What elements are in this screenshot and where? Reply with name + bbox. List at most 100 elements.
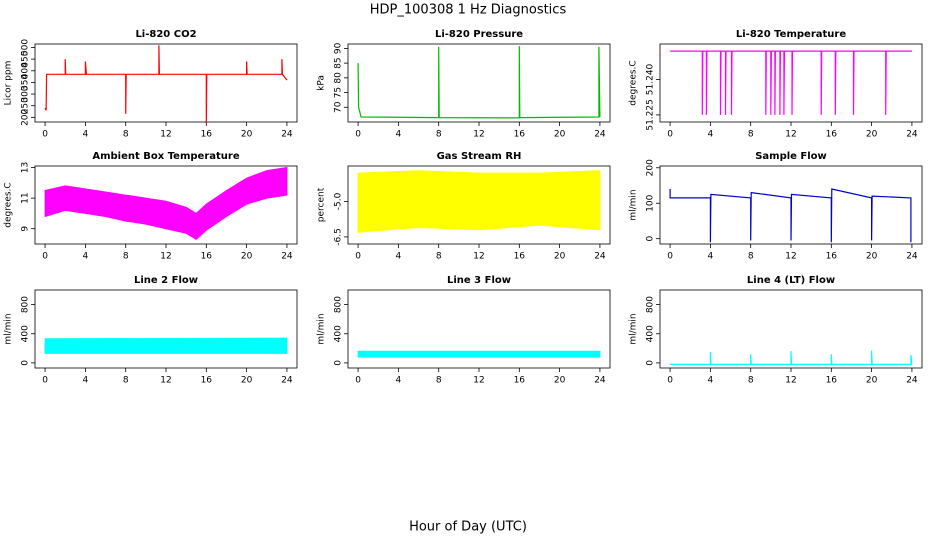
y-tick-label: 450 xyxy=(21,50,31,67)
x-tick-label: 12 xyxy=(160,376,171,386)
x-tick-label: 0 xyxy=(42,130,48,140)
x-tick-label: 8 xyxy=(748,130,754,140)
x-tick-label: 12 xyxy=(785,252,796,262)
y-tick-label: 100 xyxy=(646,194,656,211)
x-tick-label: 24 xyxy=(594,130,606,140)
x-tick-label: 20 xyxy=(554,252,566,262)
x-tick-label: 8 xyxy=(436,376,442,386)
x-tick-label: 0 xyxy=(667,252,673,262)
y-tick-label: 75 xyxy=(334,87,344,98)
x-tick-label: 16 xyxy=(201,376,213,386)
y-tick-label: 70 xyxy=(334,101,344,113)
y-tick-label: -5.0 xyxy=(334,192,344,210)
y-axis-label: ml/min xyxy=(629,313,639,344)
panel-title: Line 4 (LT) Flow xyxy=(747,275,835,286)
y-tick-label: 11 xyxy=(21,192,31,203)
panel-title: Gas Stream RH xyxy=(437,151,522,162)
x-tick-label: 4 xyxy=(708,376,714,386)
y-tick-label: 0 xyxy=(334,360,344,366)
plot-box xyxy=(34,289,298,369)
x-tick-label: 12 xyxy=(160,252,171,262)
panel-title: Sample Flow xyxy=(755,151,827,162)
y-tick-label: -6.5 xyxy=(334,228,344,246)
x-tick-label: 0 xyxy=(667,376,673,386)
x-tick-label: 8 xyxy=(436,252,442,262)
x-tick-label: 20 xyxy=(866,376,878,386)
x-tick-label: 24 xyxy=(594,252,606,262)
x-tick-label: 0 xyxy=(355,376,361,386)
y-axis-label: kPa xyxy=(317,75,327,91)
y-tick-label: 13 xyxy=(21,162,31,173)
y-tick-label: 250 xyxy=(21,97,31,114)
data-line xyxy=(669,188,912,243)
x-tick-label: 12 xyxy=(785,130,796,140)
y-tick-label: 0 xyxy=(646,236,656,242)
x-tick-label: 4 xyxy=(83,252,89,262)
panel-title: Li-820 Temperature xyxy=(736,29,846,40)
y-tick-label: 800 xyxy=(21,296,31,313)
y-tick-label: 0 xyxy=(646,360,656,366)
y-axis-label: degrees.C xyxy=(629,60,639,105)
x-tick-label: 16 xyxy=(514,252,526,262)
data-band xyxy=(44,337,288,354)
x-tick-label: 24 xyxy=(281,252,293,262)
x-tick-label: 0 xyxy=(667,130,673,140)
x-tick-label: 20 xyxy=(554,130,566,140)
x-tick-label: 12 xyxy=(473,252,484,262)
x-tick-label: 20 xyxy=(241,252,253,262)
x-tick-label: 8 xyxy=(123,130,129,140)
y-tick-label: 800 xyxy=(334,296,344,313)
panel-title: Li-820 CO2 xyxy=(135,29,196,40)
plot-box xyxy=(34,43,298,123)
y-axis-label: percent xyxy=(317,187,327,222)
x-tick-label: 8 xyxy=(123,376,129,386)
x-tick-label: 12 xyxy=(473,376,484,386)
x-tick-label: 16 xyxy=(201,130,213,140)
x-tick-label: 20 xyxy=(241,130,253,140)
data-line xyxy=(357,46,601,119)
x-tick-label: 4 xyxy=(83,376,89,386)
x-tick-label: 0 xyxy=(355,252,361,262)
data-band xyxy=(44,166,288,241)
data-band xyxy=(357,170,601,233)
x-tick-label: 4 xyxy=(708,252,714,262)
x-tick-label: 24 xyxy=(906,130,918,140)
y-axis-label: ml/min xyxy=(629,189,639,220)
x-tick-label: 8 xyxy=(123,252,129,262)
data-line xyxy=(44,45,288,124)
y-axis-label: ml/min xyxy=(317,313,327,344)
x-tick-label: 4 xyxy=(83,130,89,140)
x-tick-label: 16 xyxy=(514,376,526,386)
x-tick-label: 8 xyxy=(436,130,442,140)
y-tick-label: 200 xyxy=(21,108,31,125)
plot-box xyxy=(659,43,923,123)
y-tick-label: 400 xyxy=(21,62,31,79)
x-tick-label: 12 xyxy=(785,376,796,386)
x-tick-label: 16 xyxy=(826,376,838,386)
y-tick-label: 51.240 xyxy=(646,63,656,95)
x-tick-label: 20 xyxy=(866,252,878,262)
x-tick-label: 16 xyxy=(514,130,526,140)
page-title: HDP_100308 1 Hz Diagnostics xyxy=(370,3,567,18)
x-tick-label: 16 xyxy=(201,252,213,262)
y-axis-label: ml/min xyxy=(4,313,14,344)
x-axis-label: Hour of Day (UTC) xyxy=(409,520,527,535)
x-tick-label: 4 xyxy=(396,376,402,386)
x-tick-label: 8 xyxy=(748,376,754,386)
x-tick-label: 4 xyxy=(396,130,402,140)
x-tick-label: 20 xyxy=(241,376,253,386)
data-band xyxy=(357,350,601,358)
panel-title: Ambient Box Temperature xyxy=(92,151,239,162)
x-tick-label: 24 xyxy=(594,376,606,386)
y-tick-label: 350 xyxy=(21,74,31,91)
x-tick-label: 16 xyxy=(826,130,838,140)
y-tick-label: 85 xyxy=(334,57,344,68)
x-tick-label: 20 xyxy=(866,130,878,140)
x-tick-label: 8 xyxy=(748,252,754,262)
x-tick-label: 0 xyxy=(42,252,48,262)
panel-title: Line 3 Flow xyxy=(447,275,511,286)
y-tick-label: 800 xyxy=(646,296,656,313)
x-tick-label: 4 xyxy=(396,252,402,262)
y-axis-label: degrees.C xyxy=(4,182,14,227)
